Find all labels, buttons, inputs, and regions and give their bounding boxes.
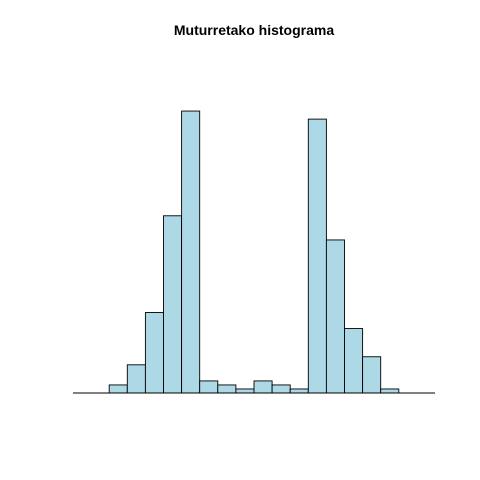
histogram-bar-8: [235, 388, 255, 394]
histogram-bar-11: [289, 388, 309, 394]
histogram-bar-7: [217, 384, 237, 394]
histogram-bar-3: [144, 311, 164, 394]
histogram-bar-5: [181, 110, 201, 394]
chart-title: Muturretako histograma: [174, 22, 334, 38]
histogram-bar-14: [344, 328, 364, 394]
histogram-bar-6: [199, 380, 219, 394]
histogram-bar-12: [307, 118, 327, 394]
histogram-bar-15: [362, 356, 382, 394]
histogram-bar-1: [108, 384, 128, 394]
histogram-bar-4: [163, 215, 183, 394]
histogram-bar-10: [271, 384, 291, 394]
bars-group: [108, 110, 400, 394]
histogram-bar-9: [253, 380, 273, 394]
histogram-bar-13: [325, 239, 345, 394]
histogram-bar-2: [126, 364, 146, 394]
histogram-bar-16: [380, 388, 400, 394]
